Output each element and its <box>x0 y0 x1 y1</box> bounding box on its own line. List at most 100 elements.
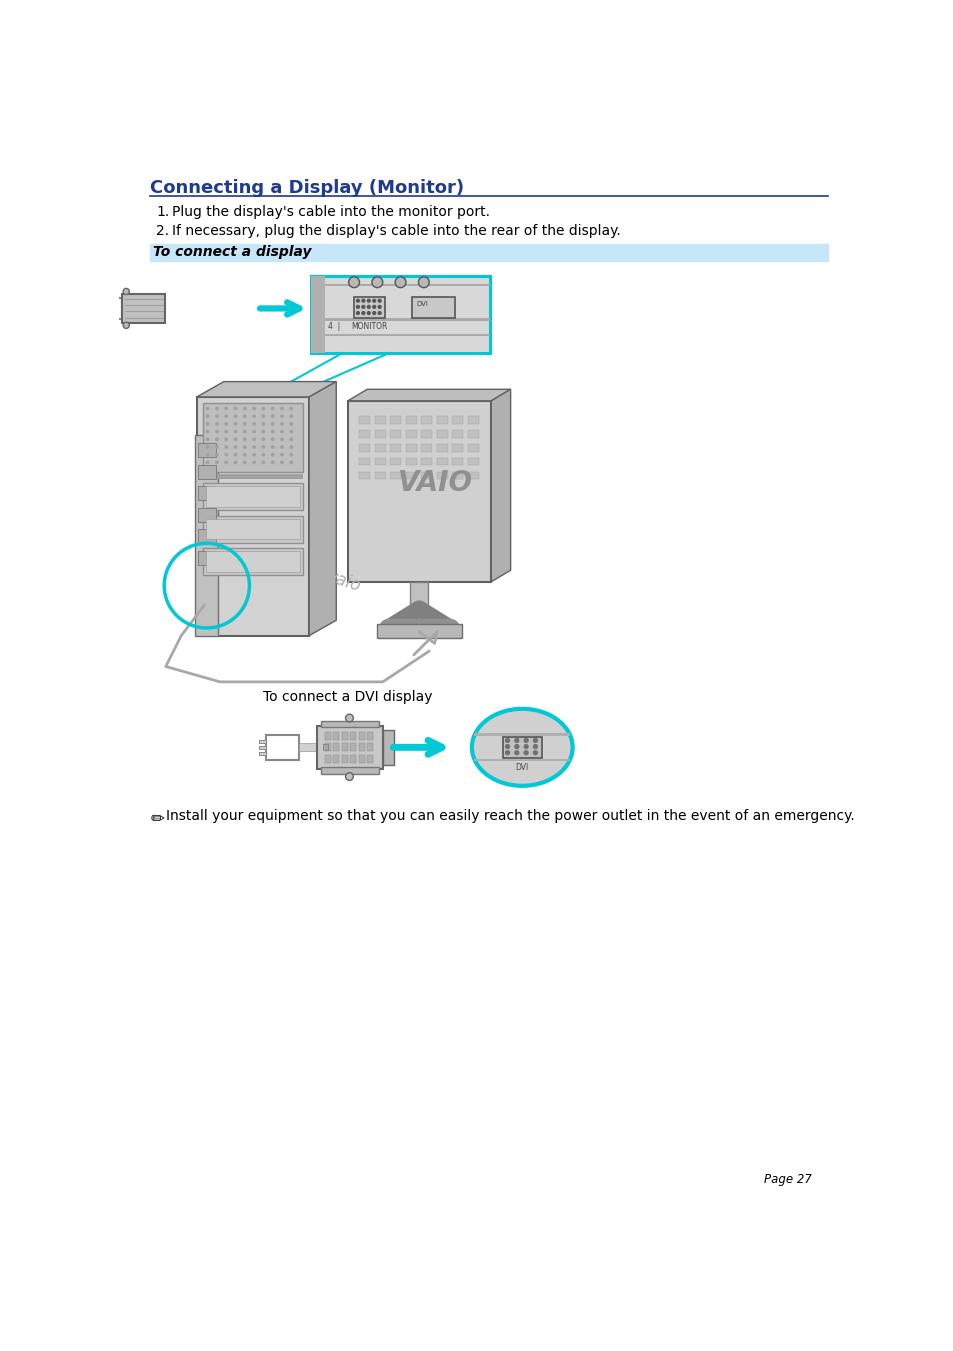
Bar <box>197 465 216 478</box>
Bar <box>197 508 216 521</box>
Circle shape <box>533 751 537 755</box>
Bar <box>390 458 401 466</box>
Bar <box>298 743 315 751</box>
Bar <box>406 458 416 466</box>
Bar <box>376 624 461 638</box>
Bar <box>452 471 463 480</box>
Bar <box>421 471 432 480</box>
Circle shape <box>356 300 359 303</box>
Bar <box>390 430 401 438</box>
Circle shape <box>262 438 264 440</box>
Circle shape <box>515 739 518 742</box>
Bar <box>412 297 455 319</box>
Circle shape <box>123 288 130 295</box>
Bar <box>325 334 489 336</box>
Bar <box>150 243 827 261</box>
Circle shape <box>206 446 209 449</box>
Bar <box>350 743 356 751</box>
Circle shape <box>372 277 382 288</box>
Circle shape <box>262 423 264 426</box>
Bar <box>406 430 416 438</box>
Circle shape <box>262 446 264 449</box>
Circle shape <box>373 300 375 303</box>
Bar <box>325 284 489 286</box>
Circle shape <box>280 454 283 455</box>
Circle shape <box>262 408 264 409</box>
Circle shape <box>280 408 283 409</box>
Circle shape <box>290 454 293 455</box>
Circle shape <box>373 305 375 308</box>
Bar <box>203 516 303 543</box>
Circle shape <box>356 305 359 308</box>
Circle shape <box>505 751 509 755</box>
Circle shape <box>225 415 227 417</box>
Text: DVI: DVI <box>416 301 428 308</box>
Bar <box>311 276 325 353</box>
Circle shape <box>356 312 359 315</box>
Circle shape <box>243 423 246 426</box>
Circle shape <box>243 431 246 432</box>
Circle shape <box>215 446 218 449</box>
Bar <box>375 458 385 466</box>
Bar <box>350 732 356 739</box>
Bar <box>206 486 299 507</box>
Circle shape <box>367 312 370 315</box>
Circle shape <box>280 423 283 426</box>
Circle shape <box>290 423 293 426</box>
Circle shape <box>215 461 218 463</box>
Bar <box>122 293 165 323</box>
Bar <box>468 458 478 466</box>
Bar <box>421 458 432 466</box>
Bar <box>367 732 373 739</box>
Bar <box>333 755 339 763</box>
Bar <box>436 458 447 466</box>
Circle shape <box>361 312 364 315</box>
Circle shape <box>206 415 209 417</box>
Bar <box>197 530 216 543</box>
Circle shape <box>234 415 236 417</box>
Bar <box>421 444 432 451</box>
Polygon shape <box>309 381 335 636</box>
Bar <box>203 549 303 574</box>
Circle shape <box>280 461 283 463</box>
Bar <box>320 767 378 774</box>
Text: ✏: ✏ <box>150 809 164 827</box>
Circle shape <box>225 431 227 432</box>
Bar <box>341 755 348 763</box>
Bar <box>436 416 447 424</box>
Circle shape <box>280 446 283 449</box>
Bar <box>421 430 432 438</box>
Bar <box>502 736 541 758</box>
Bar <box>375 416 385 424</box>
Circle shape <box>367 305 370 308</box>
Bar <box>452 430 463 438</box>
Circle shape <box>395 277 406 288</box>
Bar <box>203 403 303 473</box>
Circle shape <box>280 431 283 432</box>
Circle shape <box>206 454 209 455</box>
Circle shape <box>253 438 255 440</box>
Text: Page 27: Page 27 <box>763 1173 811 1186</box>
Bar <box>436 471 447 480</box>
Circle shape <box>290 461 293 463</box>
Circle shape <box>272 408 274 409</box>
Circle shape <box>253 461 255 463</box>
Text: Install your equipment so that you can easily reach the power outlet in the even: Install your equipment so that you can e… <box>166 809 854 823</box>
Circle shape <box>234 423 236 426</box>
Circle shape <box>234 438 236 440</box>
Circle shape <box>280 415 283 417</box>
Circle shape <box>243 408 246 409</box>
Circle shape <box>206 461 209 463</box>
Circle shape <box>272 415 274 417</box>
Bar <box>79 297 121 319</box>
Circle shape <box>377 305 380 308</box>
Bar <box>358 755 365 763</box>
Text: DVI: DVI <box>515 763 528 771</box>
Ellipse shape <box>472 709 572 786</box>
Text: 4  |: 4 | <box>328 323 340 331</box>
Polygon shape <box>196 381 335 397</box>
Circle shape <box>225 446 227 449</box>
Bar <box>333 732 339 739</box>
Polygon shape <box>348 389 510 401</box>
Circle shape <box>272 461 274 463</box>
